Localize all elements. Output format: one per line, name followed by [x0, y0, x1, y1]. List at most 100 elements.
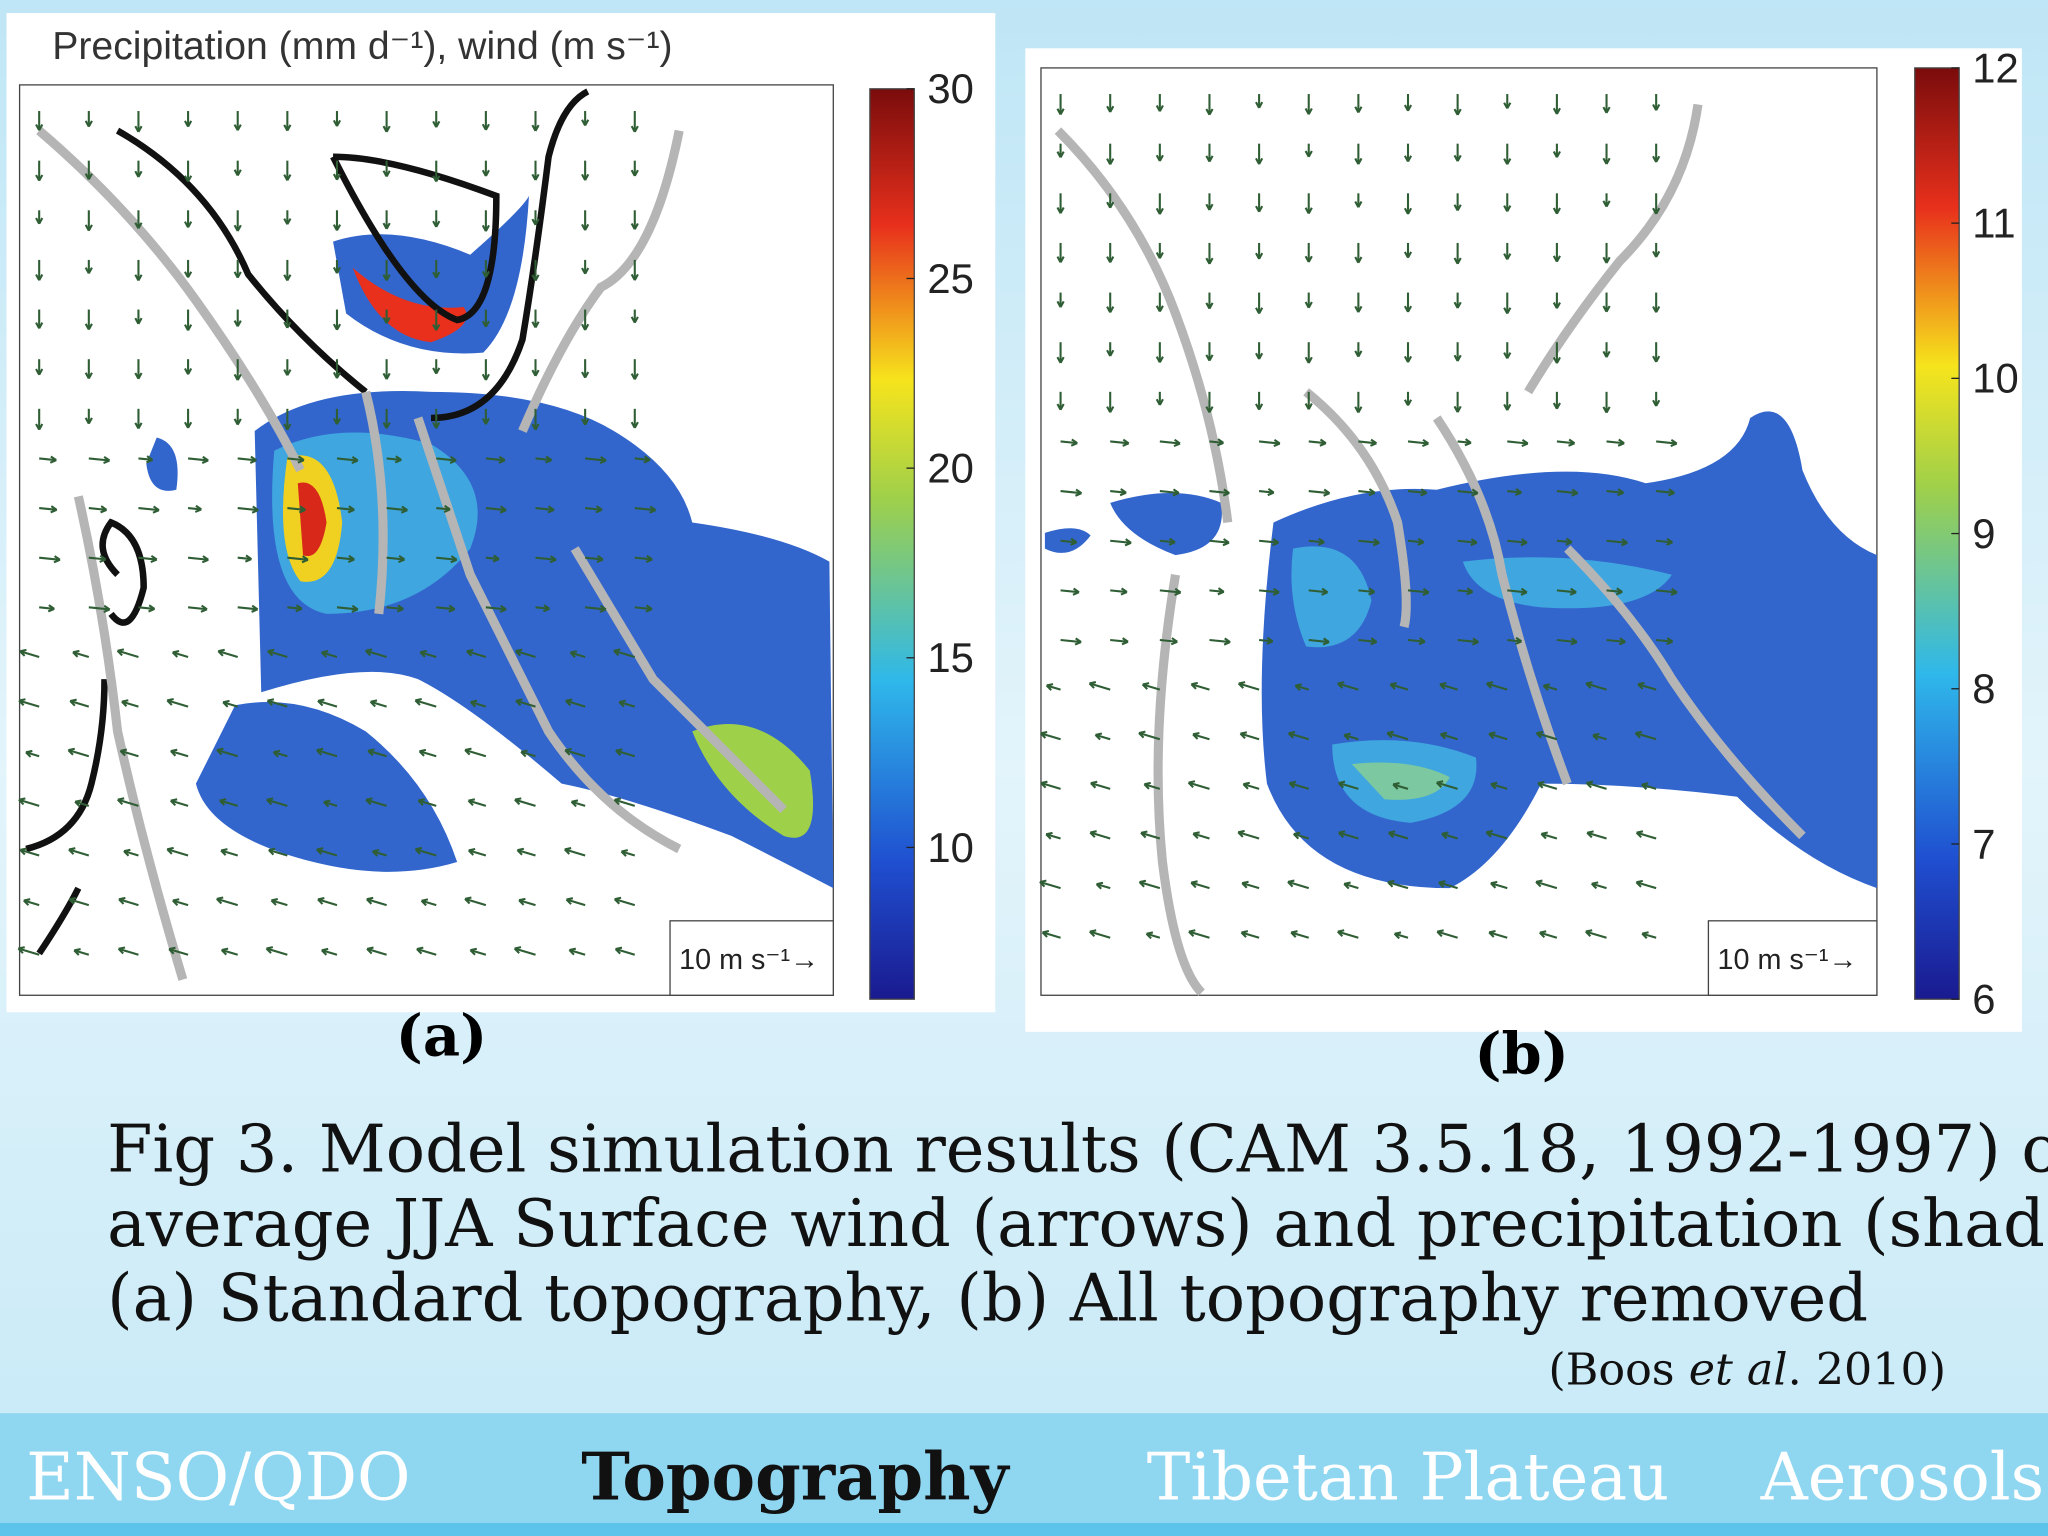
wind-arrowhead: [19, 648, 27, 657]
wind-arrowhead: [531, 124, 540, 132]
wind-arrow: [372, 850, 387, 857]
wind-arrow: [1308, 589, 1328, 594]
wind-arrow: [1536, 732, 1558, 741]
wind-arrow: [366, 898, 387, 907]
nav-item[interactable]: Tibetan Plateau: [1147, 1439, 1669, 1515]
colorbar: [869, 88, 915, 1000]
wind-arrowhead: [74, 799, 82, 808]
wind-arrow: [386, 457, 402, 461]
wind-arrowhead: [18, 698, 26, 706]
wind-arrow: [1507, 440, 1528, 445]
wind-arrow: [419, 750, 437, 758]
wind-arrowhead: [382, 274, 391, 281]
wind-arrowhead: [1155, 356, 1164, 363]
wind-arrowhead: [416, 946, 424, 955]
wind-arrowhead: [134, 274, 143, 282]
wind-arrowhead: [321, 947, 329, 956]
wind-arrowhead: [267, 648, 275, 657]
wind-arrow: [1308, 638, 1330, 644]
wind-arrow: [39, 556, 61, 561]
wind-arrow: [1457, 638, 1479, 644]
wind-arrow: [117, 649, 139, 658]
wind-arrow: [520, 750, 536, 758]
wind-arrow: [1045, 833, 1061, 840]
wind-arrowhead: [1490, 880, 1498, 889]
wind-arrowhead: [1337, 830, 1346, 839]
wind-arrowhead: [1438, 880, 1446, 888]
wind-arrowhead: [432, 323, 441, 331]
wind-arrowhead: [332, 224, 342, 231]
wind-arrowhead: [272, 749, 281, 758]
wind-arrowhead: [581, 418, 590, 426]
wind-arrow: [1138, 732, 1161, 741]
wind-arrow: [19, 848, 40, 857]
wind-arrowhead: [1552, 207, 1561, 215]
nav-item[interactable]: Aerosols: [1760, 1439, 2045, 1515]
panel-label: (b): [1474, 1020, 1569, 1088]
wind-arrowhead: [1040, 730, 1048, 739]
wind-arrowhead: [1535, 879, 1543, 888]
wind-arrowhead: [1173, 438, 1181, 447]
wind-arrowhead: [1453, 108, 1462, 116]
wind-arrowhead: [1190, 880, 1198, 889]
nav-item[interactable]: ENSO/QDO: [26, 1439, 410, 1515]
wind-arrowhead: [119, 748, 128, 757]
wind-arrowhead: [217, 648, 225, 657]
wind-arrowhead: [1106, 406, 1115, 413]
wind-arrowhead: [1540, 831, 1548, 840]
wind-arrow: [1358, 440, 1377, 445]
wind-arrow: [1039, 880, 1061, 890]
wind-arrowhead: [1453, 405, 1462, 413]
wind-arrow: [1441, 832, 1458, 840]
wind-arrowhead: [417, 798, 426, 806]
wind-arrowhead: [570, 799, 579, 808]
wind-arrowhead: [220, 947, 229, 956]
wind-arrowhead: [545, 455, 553, 464]
wind-arrowhead: [492, 554, 500, 563]
wind-arrowhead: [84, 173, 93, 180]
nav-item[interactable]: Topography: [581, 1439, 1010, 1515]
wind-arrowhead: [1552, 402, 1561, 410]
wind-arrowhead: [1368, 488, 1376, 497]
wind-arrowhead: [467, 847, 476, 856]
wind-arrow: [1060, 539, 1077, 544]
wind-arrow: [1556, 638, 1578, 644]
wind-arrowhead: [84, 323, 93, 331]
wind-arrowhead: [498, 455, 506, 464]
wind-arrowhead: [1439, 681, 1447, 690]
wind-arrow: [1457, 539, 1477, 544]
wind-arrowhead: [1388, 830, 1396, 839]
wind-arrowhead: [382, 170, 391, 177]
wind-arrowhead: [1421, 438, 1429, 448]
wind-arrowhead: [1354, 305, 1363, 313]
wind-arrowhead: [1255, 403, 1264, 411]
wind-arrowhead: [1155, 154, 1164, 162]
wind-arrowhead: [1174, 587, 1182, 596]
wind-arrowhead: [1343, 881, 1351, 890]
wind-arrowhead: [649, 505, 657, 514]
wind-arrow: [287, 606, 302, 610]
wind-arrowhead: [222, 699, 230, 708]
wind-arrow: [1159, 490, 1179, 495]
wind-arrow: [1407, 638, 1426, 643]
wind-arrowhead: [1304, 108, 1313, 115]
wind-arrowhead: [630, 373, 639, 380]
wind-arrow: [266, 798, 288, 807]
wind-arrowhead: [320, 650, 329, 658]
wind-arrowhead: [1321, 587, 1329, 596]
wind-arrow: [287, 556, 309, 561]
wind-arrowhead: [1056, 300, 1065, 308]
wind-arrow: [1606, 490, 1624, 494]
wind-arrowhead: [35, 423, 44, 431]
wind-arrowhead: [565, 897, 574, 905]
panel-a: Precipitation (mm d⁻¹), wind (m s⁻¹) 10 …: [6, 13, 996, 1069]
wind-arrowhead: [1192, 831, 1200, 840]
wind-arrow: [88, 606, 110, 611]
wind-arrowhead: [1520, 587, 1528, 596]
wind-arrow: [634, 606, 653, 611]
wind-arrowhead: [1319, 438, 1327, 447]
wind-arrowhead: [351, 604, 359, 613]
wind-arrowhead: [1304, 150, 1313, 158]
wind-arrowhead: [398, 554, 406, 564]
wind-arrowhead: [365, 797, 373, 806]
